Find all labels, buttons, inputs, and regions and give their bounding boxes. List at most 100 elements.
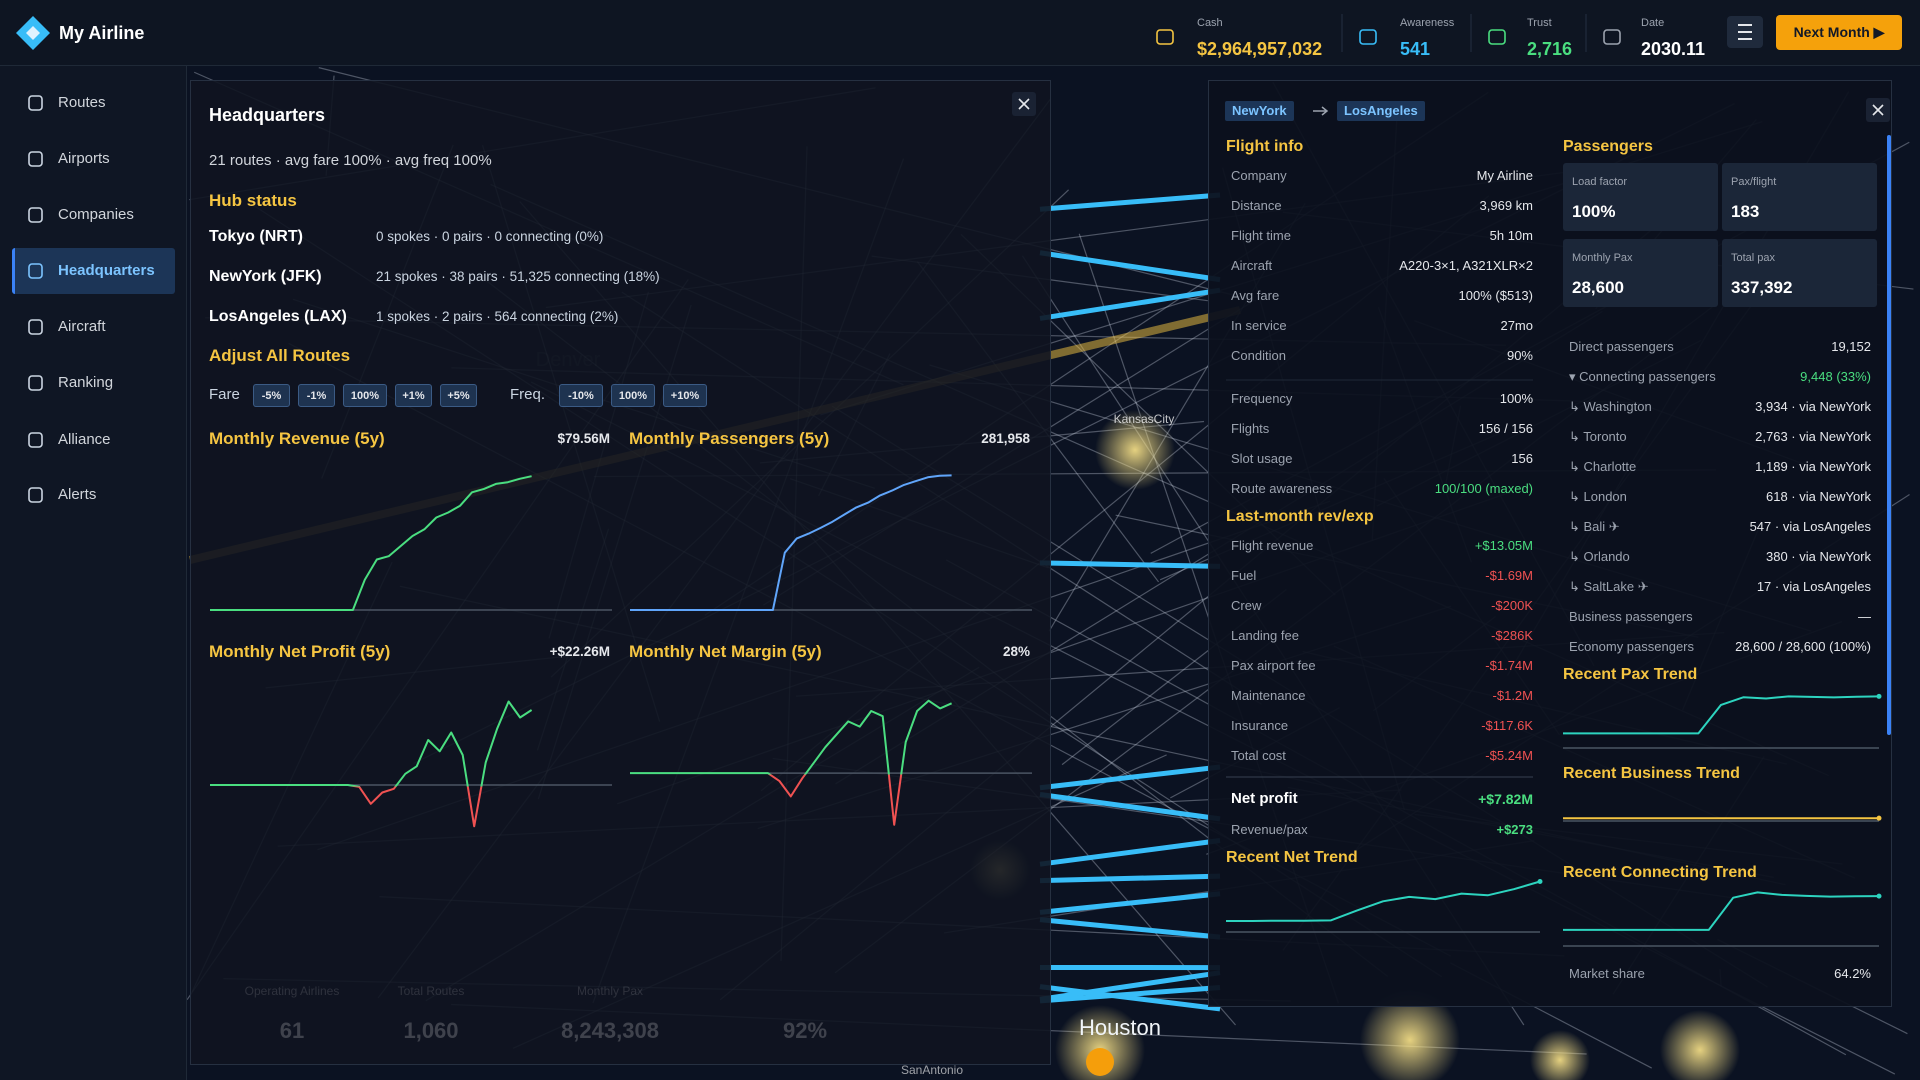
summary: 21 routes · avg fare 100% · avg freq 100… [209,152,492,169]
menu-button[interactable] [1727,16,1763,48]
tile-label: Monthly Pax [1572,252,1633,264]
adjust-button-label[interactable]: +5% [447,389,470,402]
row-label: Direct passengers [1569,339,1674,354]
row-value: My Airline [1476,168,1533,183]
section-title: Recent Pax Trend [1563,666,1698,683]
city [1055,1005,1145,1080]
stat-tile [1722,239,1877,307]
hub-detail: 0 spokes · 0 pairs · 0 connecting (0%) [376,229,604,244]
nav-item[interactable]: Alliance [58,431,111,448]
nav-item[interactable]: Ranking [58,374,114,391]
stat-value: 2030.11 [1641,39,1706,59]
map-label: KansasCity [1113,412,1175,426]
city [1360,990,1460,1080]
row-label: Route awareness [1231,481,1333,496]
row-value: 547 · via LosAngeles [1749,519,1871,534]
row-value: -$1.74M [1485,658,1533,673]
nav-item[interactable]: Headquarters [58,262,155,279]
bg-stat-value: 8,243,308 [561,1018,659,1043]
adjust-button-label[interactable]: 100% [350,389,380,402]
row-value: A220-3×1, A321XLR×2 [1399,258,1533,273]
scrollbar [1887,135,1891,735]
nav-item[interactable]: Aircraft [58,318,106,335]
row-value: 90% [1506,348,1533,363]
route-line-own [1039,873,1221,884]
adjust-button-label[interactable]: +1% [402,389,425,402]
tile-value: 100% [1572,202,1616,221]
bg-stat-value: 1,060 [403,1018,459,1043]
bg-stat-label: Operating Airlines [244,984,340,998]
close-button[interactable] [1866,98,1890,122]
bg-stat-label: Total Routes [397,984,465,998]
route-line-own [1039,287,1221,321]
row-label: Slot usage [1231,451,1293,466]
section-title: Recent Connecting Trend [1563,864,1757,881]
map-label: SanAntonio [900,1063,964,1077]
section-title: Recent Net Trend [1226,849,1358,866]
city-dot [1086,1048,1114,1076]
row-value: +$13.05M [1474,538,1533,553]
next-month-label[interactable]: Next Month ▶ [1793,24,1885,40]
row-value: -$117.6K [1481,718,1533,733]
row-label: Company [1231,168,1287,183]
row-label: Condition [1231,348,1286,363]
row-value: -$200K [1491,598,1533,613]
adjust-button[interactable]: +5% [440,384,477,407]
app-name: My Airline [59,23,145,43]
city [1660,1010,1740,1080]
adjust-button[interactable]: 100% [611,384,655,407]
row-value: — [1858,609,1871,624]
section-title: Last-month rev/exp [1226,508,1374,525]
nav-item[interactable]: Companies [58,206,134,223]
stat-label: Trust [1527,17,1552,29]
adjust-button-label[interactable]: -10% [568,389,594,402]
nav-item[interactable]: Airports [58,150,110,167]
top-bar [0,0,1920,66]
adjust-button[interactable]: -1% [298,384,335,407]
hub-name: LosAngeles (LAX) [209,308,347,325]
chart-value: +$22.26M [549,644,610,659]
row-label: Frequency [1231,391,1293,406]
adjust-button[interactable]: -5% [253,384,290,407]
close-button[interactable] [1012,92,1036,116]
row-label: ↳ Toronto [1569,429,1627,444]
row-value: 9,448 (33%) [1800,369,1871,384]
adjust-button-label[interactable]: -1% [306,389,327,402]
section-title: Passengers [1563,138,1653,155]
hq-panel [190,80,1051,1065]
stat-tile [1563,239,1718,307]
route-line-own [1039,891,1221,915]
row-label: ↳ SaltLake ✈ [1569,579,1649,594]
row-value: 5h 10m [1489,228,1533,243]
chart-title: Monthly Net Margin (5y) [629,642,822,661]
section-title: Adjust All Routes [209,346,351,365]
adjust-button[interactable]: +1% [395,384,432,407]
route-line-own [1039,985,1221,1004]
row-value: 64.2% [1834,966,1871,981]
route-line-own [1039,917,1221,940]
row-label: Insurance [1231,718,1289,733]
row-label: Distance [1231,198,1282,213]
bg-stat-value: 61 [279,1018,305,1043]
adjust-button[interactable]: 100% [343,384,387,407]
map-label: Houston [1079,1015,1161,1040]
row-value: 618 · via NewYork [1765,489,1871,504]
adjust-button[interactable]: +10% [663,384,707,407]
adjust-button-label[interactable]: -5% [261,389,282,402]
row-value: 380 · via NewYork [1765,549,1871,564]
adjust-button-label[interactable]: 100% [618,389,648,402]
nav-item[interactable]: Routes [58,94,106,111]
nav-item[interactable]: Alerts [58,486,97,503]
row-label: Avg fare [1231,288,1280,303]
row-value: 28,600 / 28,600 (100%) [1735,639,1871,654]
row-label: Maintenance [1231,688,1306,703]
adjust-button[interactable]: -10% [559,384,603,407]
row-value: 3,934 · via NewYork [1755,399,1871,414]
tile-label: Load factor [1572,176,1628,188]
stat-value: 2,716 [1527,39,1573,59]
row-value: 3,969 km [1479,198,1533,213]
next-month-button[interactable]: Next Month ▶ [1776,15,1902,50]
row-label: Aircraft [1231,258,1273,273]
adjust-button-label[interactable]: +10% [670,389,700,402]
